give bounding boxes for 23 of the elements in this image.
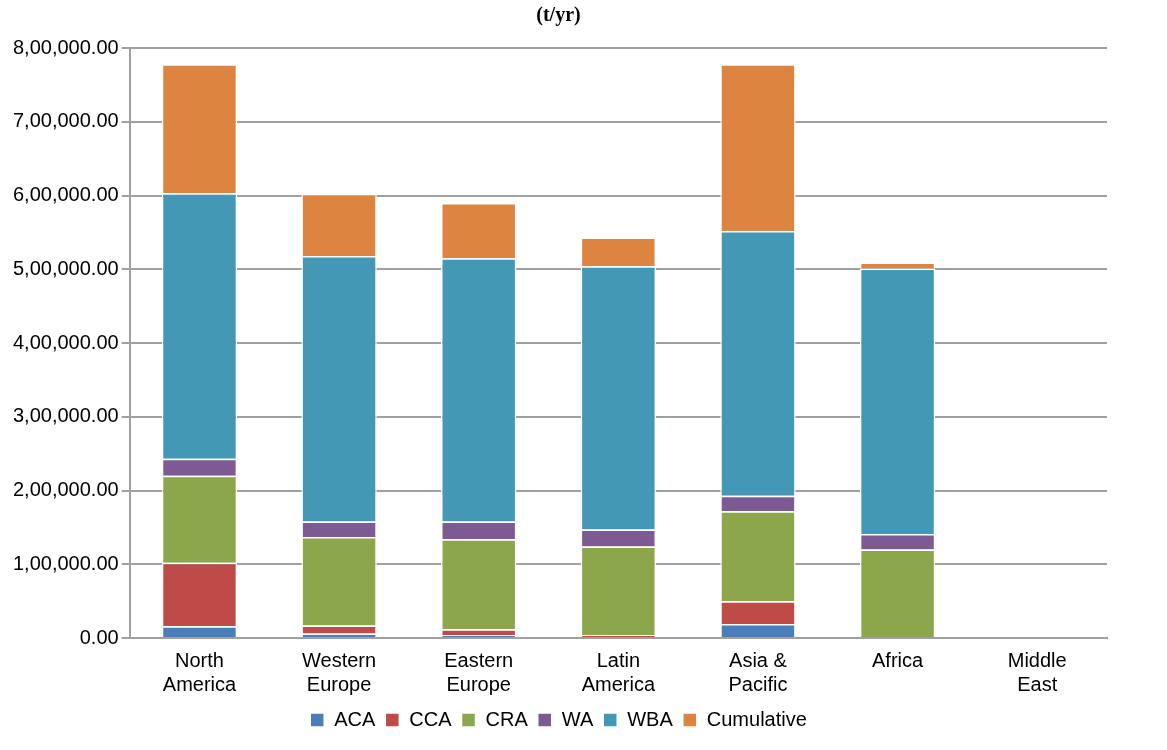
legend-label: CRA (485, 707, 529, 730)
chart-title: (t/yr) (536, 3, 581, 27)
y-tick-label: 1,00,000.00 (13, 551, 119, 574)
x-tick-label: Middle East (1007, 648, 1067, 695)
y-tick-label: 4,00,000.00 (13, 330, 119, 353)
y-tick-label: 6,00,000.00 (13, 183, 119, 206)
legend-label: CCA (409, 707, 453, 730)
legend-label: WBA (627, 707, 674, 730)
legend-label: WA (561, 707, 594, 730)
y-tick-label: 5,00,000.00 (13, 256, 119, 279)
y-tick-label: 8,00,000.00 (13, 35, 119, 58)
y-tick-label: 7,00,000.00 (13, 109, 119, 132)
x-tick-label: Western Europe (302, 648, 377, 695)
y-tick-label: 2,00,000.00 (13, 478, 119, 501)
x-tick-label: Latin America (581, 648, 656, 695)
x-tick-label: Asia & Pacific (728, 648, 788, 695)
legend-label: ACA (334, 707, 376, 730)
y-tick-label: 0.00 (79, 625, 119, 648)
x-tick-label: Africa (872, 648, 925, 671)
legend-label: Cumulative (706, 707, 807, 730)
x-tick-label: Eastern Europe (444, 648, 514, 695)
x-tick-label: North America (162, 648, 238, 695)
y-tick-label: 3,00,000.00 (13, 404, 119, 427)
